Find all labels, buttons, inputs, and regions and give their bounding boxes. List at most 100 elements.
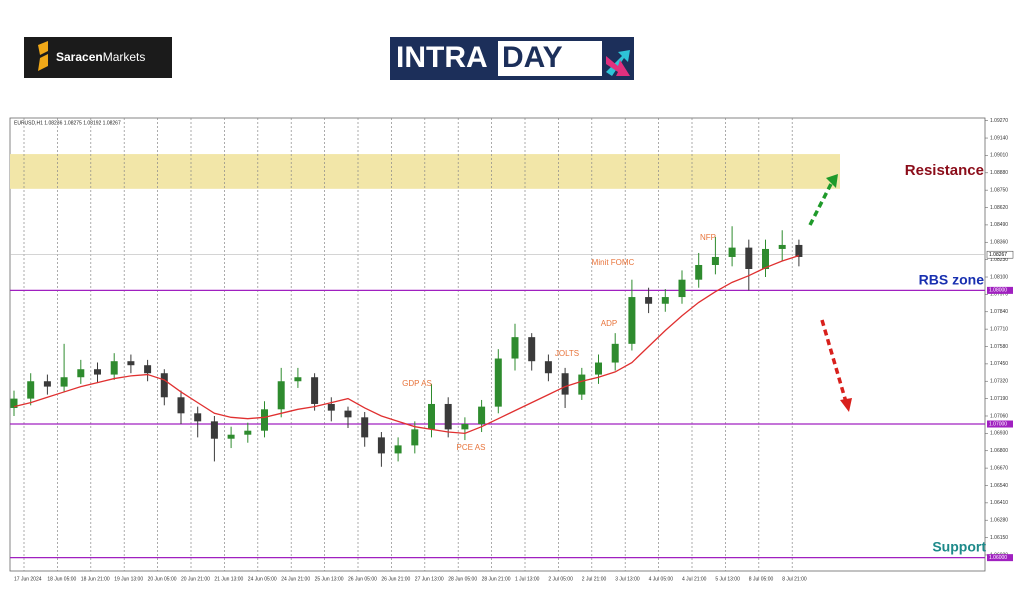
- annotation: Minit FOMC: [592, 258, 635, 267]
- y-tick-label: 1.06670: [990, 465, 1008, 471]
- candle-body: [244, 430, 252, 435]
- x-tick-label: 20 Jun 21:00: [181, 576, 210, 582]
- candle-body: [210, 421, 218, 439]
- x-tick-label: 3 Jul 13:00: [615, 576, 640, 582]
- x-tick-label: 24 Jun 21:00: [281, 576, 310, 582]
- day-separators: 1.09270 1.09140 1.09010 1.08880 1.08750 1.086…: [10, 118, 1014, 582]
- y-tick-label: 1.07970: [990, 292, 1008, 298]
- brand-logo: [24, 37, 172, 78]
- level-tag: [987, 286, 1013, 294]
- zone-label: RBS zone: [919, 272, 985, 288]
- x-tick-label: 8 Jul 05:00: [749, 576, 774, 582]
- y-tick-label: 1.08490: [990, 222, 1008, 228]
- x-tick-label: 17 Jun 2024: [14, 576, 42, 582]
- candle-body: [194, 413, 202, 422]
- y-tick-label: 1.09140: [990, 135, 1008, 141]
- candle-body: [561, 373, 569, 395]
- x-tick-label: 24 Jun 05:00: [248, 576, 277, 582]
- level-label: 1.07000: [989, 421, 1007, 427]
- y-tick-label: 1.09010: [990, 153, 1008, 159]
- y-tick-label: 1.06280: [990, 518, 1008, 524]
- candle-body: [661, 297, 669, 304]
- candle-body: [711, 256, 719, 265]
- candle-body: [544, 361, 552, 374]
- brand-left: Saracen: [56, 50, 103, 64]
- candle-body: [444, 403, 452, 430]
- candle-body: [394, 445, 402, 454]
- y-tick-label: 1.06930: [990, 431, 1008, 437]
- candle-body: [411, 429, 419, 446]
- annotation: ADP: [601, 319, 617, 328]
- candle-body: [511, 337, 519, 359]
- candle-body: [478, 406, 486, 425]
- x-tick-label: 28 Jun 05:00: [448, 576, 477, 582]
- chart-header: EURUSD,H1 1.08236 1.08275 1.08192 1.0826…: [14, 120, 121, 126]
- brand-text: SaracenMarkets: [56, 50, 145, 64]
- candle-body: [695, 264, 703, 280]
- candle-body: [60, 377, 68, 387]
- candle-body: [160, 373, 168, 398]
- annotation: NFP: [700, 233, 716, 242]
- y-tick-label: 1.07060: [990, 413, 1008, 419]
- x-tick-label: 4 Jul 21:00: [682, 576, 707, 582]
- level-label: 1.06000: [989, 555, 1007, 561]
- x-tick-label: 26 Jun 21:00: [381, 576, 410, 582]
- y-tick-label: 1.08620: [990, 205, 1008, 211]
- zone-label: Resistance: [905, 162, 984, 179]
- candle-body: [795, 244, 803, 257]
- x-tick-label: 27 Jun 13:00: [415, 576, 444, 582]
- candle-body: [528, 337, 536, 362]
- x-tick-label: 1 Jul 13:00: [515, 576, 540, 582]
- price-label: 1.08267: [989, 252, 1007, 258]
- candle-body: [611, 343, 619, 363]
- x-tick-label: 2 Jul 05:00: [548, 576, 573, 582]
- banner-left: INTRA: [396, 41, 488, 74]
- y-tick-label: 1.06800: [990, 448, 1008, 454]
- y-tick-label: 1.06540: [990, 483, 1008, 489]
- candle-body: [728, 247, 736, 257]
- up-arrow: [808, 181, 834, 226]
- y-tick-label: 1.07840: [990, 309, 1008, 315]
- candle-body: [762, 248, 769, 269]
- candle-body: [578, 374, 586, 395]
- candle-body: [745, 247, 753, 269]
- annotation: GDP AS: [402, 379, 432, 388]
- candle-body: [678, 279, 686, 298]
- moving-average: [13, 255, 800, 435]
- y-tick-label: 1.08880: [990, 170, 1008, 176]
- x-tick-label: 19 Jun 13:00: [114, 576, 143, 582]
- y-tick-label: 1.07710: [990, 326, 1008, 332]
- candle-body: [461, 424, 469, 430]
- candle-body: [377, 437, 385, 454]
- y-tick-label: 1.08230: [990, 257, 1008, 263]
- banner-arrow-up: [606, 50, 630, 76]
- y-tick-label: 1.09270: [990, 118, 1008, 124]
- candle-body: [110, 361, 118, 375]
- candle-body: [361, 417, 369, 438]
- level-tag: [987, 554, 1013, 562]
- candle-body: [595, 362, 602, 375]
- x-tick-label: 26 Jun 05:00: [348, 576, 377, 582]
- zone-label: Support: [932, 539, 986, 555]
- annotation: JOLTS: [555, 349, 579, 358]
- y-tick-label: 1.07190: [990, 396, 1008, 402]
- x-tick-label: 18 Jun 05:00: [47, 576, 76, 582]
- candle-body: [327, 403, 335, 411]
- y-tick-label: 1.06410: [990, 500, 1008, 506]
- candle-body: [494, 358, 502, 407]
- y-tick-label: 1.08750: [990, 187, 1008, 193]
- y-tick-label: 1.07450: [990, 361, 1008, 367]
- candle-body: [294, 377, 302, 382]
- brand-right: Markets: [103, 50, 146, 64]
- candle-body: [127, 361, 135, 366]
- x-tick-label: 28 Jun 21:00: [482, 576, 511, 582]
- candle-body: [144, 365, 152, 374]
- candle-body: [311, 377, 319, 404]
- banner-right: DAY: [502, 41, 563, 74]
- candle-body: [43, 381, 51, 387]
- candle-body: [628, 297, 636, 344]
- candle-body: [77, 369, 85, 378]
- level-label: 1.08000: [989, 288, 1007, 294]
